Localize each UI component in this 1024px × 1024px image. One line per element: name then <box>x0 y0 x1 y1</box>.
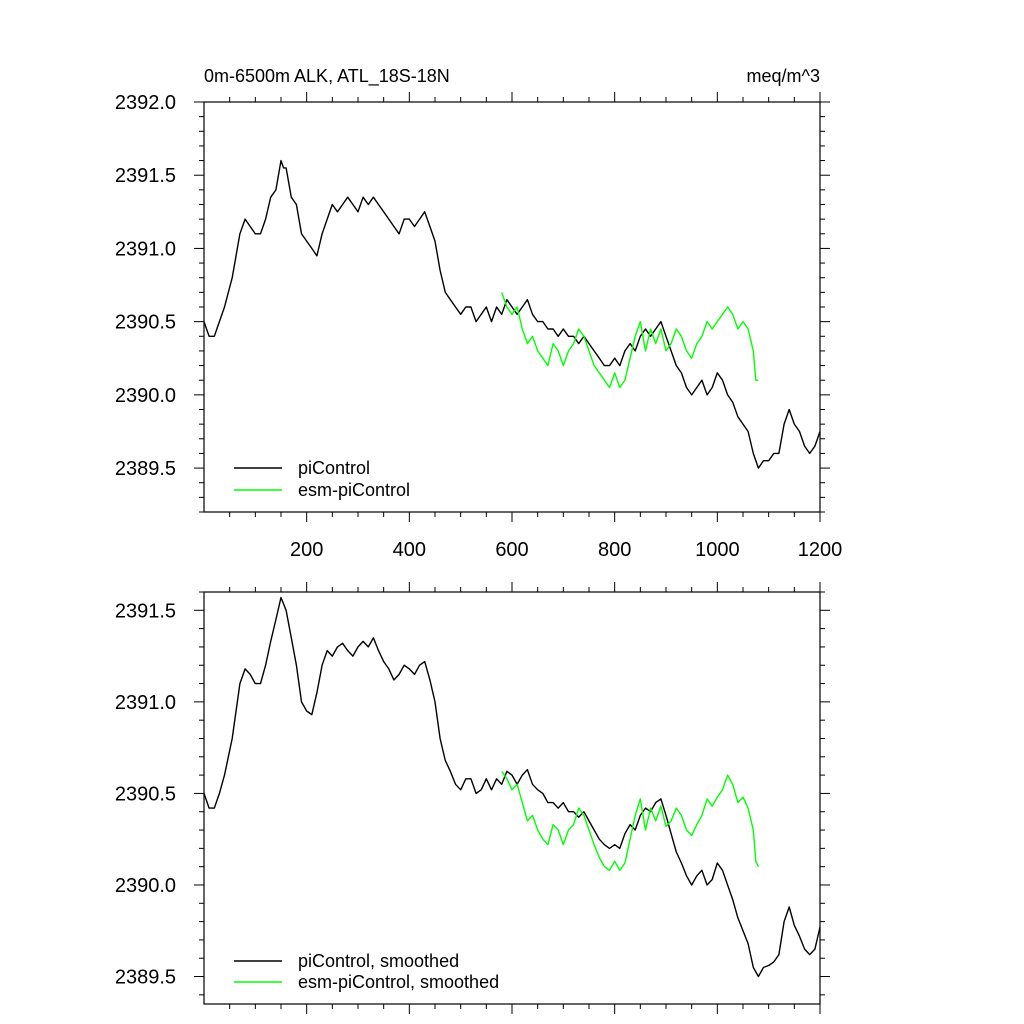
y-tick-label: 2390.5 <box>115 783 176 805</box>
y-tick-label: 2389.5 <box>115 458 176 480</box>
y-tick-label: 2390.5 <box>115 312 176 334</box>
series-line-picontrol <box>203 159 821 469</box>
legend-label-picontrol-smoothed: piControl, smoothed <box>298 951 459 971</box>
series-line-esm-picontrol-smoothed <box>501 770 760 871</box>
units-label: meq/m^3 <box>747 66 820 86</box>
legend: piControl, smoothed esm-piControl, smoot… <box>234 951 499 992</box>
x-tick-label: 1000 <box>695 539 740 561</box>
x-tick-label: 400 <box>393 539 426 561</box>
y-tick-label: 2391.0 <box>115 692 176 714</box>
x-tick-labels: 200 400 600 800 1000 1200 <box>290 539 842 561</box>
series-line-picontrol-smoothed <box>203 596 821 978</box>
x-tick-label: 200 <box>290 539 323 561</box>
bottom-panel: 2389.5 2390.0 2390.5 2391.0 2391.5 piControl… <box>115 582 830 1014</box>
chart-title: 0m-6500m ALK, ATL_18S-18N <box>204 66 450 87</box>
y-tick-labels: 2389.5 2390.0 2390.5 2391.0 2391.5 <box>115 600 176 988</box>
y-tick-label: 2391.0 <box>115 238 176 260</box>
legend-label-esm-picontrol-smoothed: esm-piControl, smoothed <box>298 972 499 992</box>
y-tick-labels: 2389.5 2390.0 2390.5 2391.0 2391.5 2392.0 <box>115 92 176 480</box>
tick-marks <box>194 92 830 522</box>
x-tick-label: 800 <box>598 539 631 561</box>
y-tick-label: 2390.0 <box>115 875 176 897</box>
top-panel: 0m-6500m ALK, ATL_18S-18N meq/m^3 200 400… <box>115 66 842 561</box>
y-tick-label: 2391.5 <box>115 600 176 622</box>
plot-frame <box>203 591 821 1005</box>
legend-label-picontrol: piControl <box>298 458 370 478</box>
y-tick-label: 2392.0 <box>115 92 176 114</box>
legend: piControl esm-piControl <box>234 458 410 500</box>
y-tick-label: 2391.5 <box>115 165 176 187</box>
y-tick-label: 2389.5 <box>115 967 176 989</box>
y-tick-label: 2390.0 <box>115 385 176 407</box>
tick-marks <box>194 582 830 1014</box>
series-group <box>203 159 821 469</box>
x-tick-label: 600 <box>495 539 528 561</box>
legend-label-esm-picontrol: esm-piControl <box>298 480 410 500</box>
series-group <box>203 596 821 978</box>
x-tick-label: 1200 <box>798 539 843 561</box>
series-line-esm-picontrol <box>501 292 759 389</box>
